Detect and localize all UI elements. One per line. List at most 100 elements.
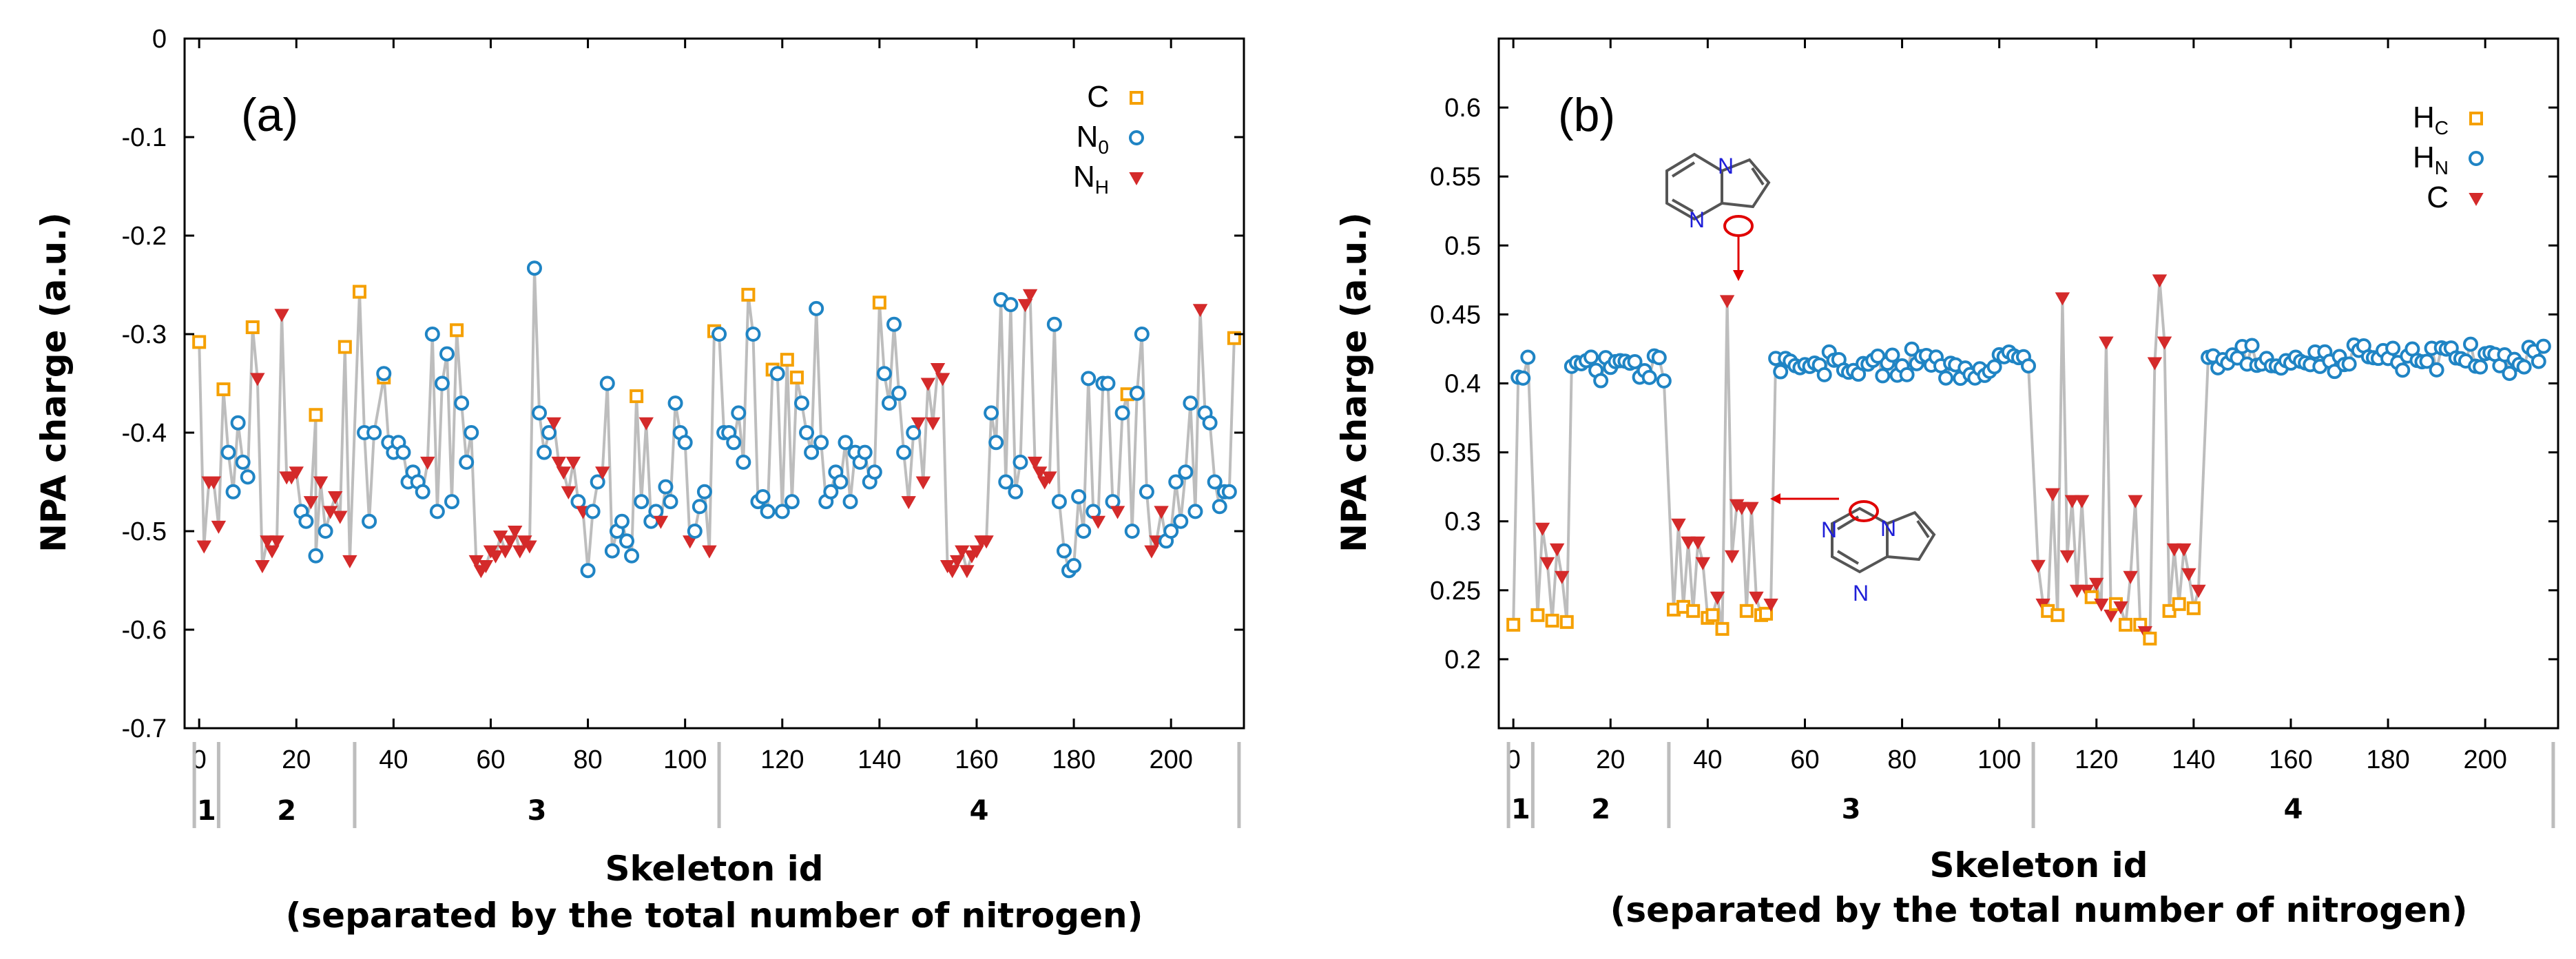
- data-point-n0: [362, 513, 377, 529]
- data-point-n0: [459, 454, 475, 470]
- data-point-n0: [1071, 488, 1087, 504]
- molecule-pyrrolotriazine: [1831, 506, 1936, 574]
- data-point-n0: [687, 524, 703, 539]
- molecule-imidazopyrimidine: [1665, 152, 1771, 221]
- data-point-nh: [497, 545, 513, 559]
- data-point-n0: [599, 375, 615, 391]
- data-point-hn: [2021, 358, 2036, 374]
- data-point-nh: [925, 417, 941, 431]
- legend-label: C: [1087, 80, 1109, 114]
- data-point-hn: [2419, 353, 2435, 369]
- data-point-n0: [726, 435, 742, 451]
- data-point-hc: [1715, 621, 1730, 636]
- data-point-hc: [2172, 597, 2186, 611]
- data-point-n0: [1221, 484, 1237, 499]
- data-point-c: [2113, 601, 2128, 615]
- data-point-n0: [1046, 316, 1062, 332]
- y-tick-label: 0: [152, 25, 167, 54]
- data-point-n0: [1076, 524, 1092, 539]
- data-point-n0: [225, 484, 241, 499]
- y-tick-label: -0.3: [122, 320, 167, 349]
- data-point-c: [1549, 543, 1565, 557]
- data-point-nh: [901, 496, 916, 510]
- group-label: 3: [528, 795, 547, 827]
- data-point-n0: [434, 375, 450, 391]
- data-point-c: [245, 320, 260, 334]
- data-point-c: [1690, 536, 1705, 550]
- data-point-n0: [799, 425, 815, 440]
- data-point-n0: [537, 444, 552, 460]
- data-point-n0: [366, 425, 382, 440]
- data-point-n0: [876, 366, 892, 382]
- data-point-hn: [1656, 373, 1672, 389]
- data-point-hn: [2531, 353, 2546, 369]
- data-point-hc: [2186, 601, 2201, 615]
- data-point-nh: [522, 540, 537, 554]
- data-point-nh: [595, 466, 610, 480]
- data-point-hc: [1530, 608, 1545, 622]
- data-point-c: [2030, 559, 2046, 573]
- y-tick-label: 0.6: [1444, 94, 1481, 123]
- data-point-n0: [857, 444, 873, 460]
- b-markers: [1506, 274, 2551, 646]
- data-point-n0: [318, 524, 333, 539]
- data-point-nh: [702, 545, 717, 559]
- data-point-n0: [793, 395, 809, 411]
- data-point-nh: [551, 456, 566, 470]
- data-point-c: [1695, 557, 1711, 570]
- data-point-n0: [886, 316, 902, 332]
- data-point-hn: [1627, 353, 1643, 369]
- data-point-nh: [979, 535, 994, 549]
- series-connecting-line: [1512, 280, 2545, 643]
- data-point-n0: [1056, 543, 1072, 559]
- data-point-n0: [774, 504, 790, 519]
- y-tick-label: 0.25: [1430, 577, 1481, 606]
- data-point-n0: [663, 494, 678, 510]
- data-point-hn: [1884, 347, 1900, 363]
- data-point-c: [309, 408, 323, 422]
- data-point-hn: [1651, 350, 1667, 366]
- data-point-c: [2059, 550, 2075, 564]
- data-point-n0: [415, 484, 430, 499]
- legend-label: HC: [2413, 101, 2449, 138]
- data-point-nh: [420, 456, 435, 470]
- data-point-n0: [755, 488, 771, 504]
- data-point-hn: [2463, 336, 2479, 352]
- legend-label: HN: [2413, 141, 2449, 178]
- data-point-n0: [896, 444, 912, 460]
- data-point-c: [2152, 274, 2168, 288]
- data-point-c: [2128, 495, 2143, 508]
- data-point-hc: [1545, 613, 1559, 628]
- data-point-c: [741, 287, 756, 302]
- data-point-n0: [823, 484, 839, 499]
- data-point-nh: [638, 417, 654, 431]
- data-point-c: [1535, 522, 1550, 536]
- data-point-n0: [230, 415, 246, 431]
- data-point-hc: [2084, 590, 2099, 604]
- data-point-hn: [1520, 349, 1536, 365]
- data-point-nh: [1110, 506, 1125, 519]
- x-tick-label: 20: [282, 745, 311, 774]
- data-point-hn: [1641, 369, 1657, 385]
- data-point-nh: [1017, 299, 1033, 313]
- x-tick-label: 100: [663, 745, 707, 774]
- data-point-n0: [1051, 494, 1067, 510]
- data-point-n0: [395, 444, 411, 460]
- data-point-nh: [565, 456, 581, 470]
- data-point-c: [2055, 292, 2070, 306]
- data-point-nh: [196, 540, 211, 554]
- data-point-n0: [1212, 499, 1227, 515]
- data-point-n0: [526, 260, 542, 276]
- data-point-c: [2166, 543, 2182, 557]
- data-point-c: [2147, 357, 2163, 371]
- x-tick-label: 100: [1977, 745, 2021, 774]
- data-point-c: [2069, 584, 2085, 598]
- data-point-n0: [464, 425, 479, 440]
- legend-label: N0: [1077, 120, 1109, 158]
- x-tick-label: 20: [1596, 745, 1625, 774]
- data-point-n0: [444, 494, 460, 510]
- data-point-hn: [2473, 359, 2489, 375]
- data-point-nh: [206, 476, 222, 490]
